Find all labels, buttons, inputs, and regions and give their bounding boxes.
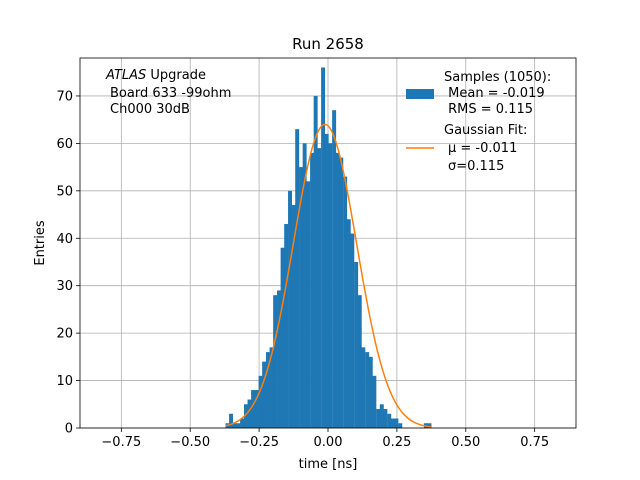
x-tick-label: 0.25 bbox=[382, 435, 411, 450]
annotation-line-3: Ch000 30dB bbox=[110, 102, 190, 117]
y-axis-ticks: 0 10 20 30 40 50 60 70 bbox=[56, 89, 80, 437]
histogram-bar bbox=[390, 418, 395, 428]
legend-fit-line-2: μ = -0.011 bbox=[448, 141, 517, 156]
annotation-line-2: Board 633 -99ohm bbox=[110, 86, 231, 101]
histogram-bar bbox=[427, 423, 432, 428]
x-axis-label: time [ns] bbox=[299, 457, 358, 472]
histogram-bar bbox=[299, 167, 304, 428]
histogram-bar bbox=[258, 375, 263, 428]
legend-histogram-line-1: Samples (1050): bbox=[444, 70, 551, 85]
histogram-bar bbox=[251, 390, 256, 428]
histogram-bar bbox=[306, 181, 311, 428]
histogram-bar bbox=[247, 399, 252, 428]
y-tick-label: 60 bbox=[56, 137, 73, 152]
histogram-bars bbox=[225, 67, 432, 428]
histogram-bar bbox=[357, 295, 362, 428]
chart-title: Run 2658 bbox=[292, 35, 364, 53]
x-tick-label: 0.50 bbox=[451, 435, 480, 450]
histogram-bar bbox=[339, 157, 344, 428]
annotation-line-1: ATLAS Upgrade bbox=[105, 68, 206, 83]
histogram-bar bbox=[280, 247, 285, 428]
legend-histogram-line-3: RMS = 0.115 bbox=[444, 102, 533, 117]
legend-fit-line-3: σ=0.115 bbox=[448, 159, 504, 174]
histogram-bar bbox=[295, 129, 300, 428]
y-tick-label: 50 bbox=[56, 184, 73, 199]
histogram-bar bbox=[313, 95, 318, 428]
upgrade-label: Upgrade bbox=[146, 68, 206, 83]
histogram-bar bbox=[284, 224, 289, 428]
histogram-bar bbox=[266, 352, 270, 428]
histogram-bar bbox=[310, 152, 315, 428]
gaussian-fit-line bbox=[225, 123, 431, 428]
histogram-bar bbox=[229, 413, 234, 428]
histogram-bar bbox=[317, 148, 322, 428]
histogram-bar bbox=[328, 143, 333, 428]
histogram-bar bbox=[394, 418, 399, 428]
histogram-bar bbox=[273, 295, 278, 428]
histogram-bar bbox=[302, 143, 307, 428]
atlas-annotation: ATLAS Upgrade Board 633 -99ohm Ch000 30d… bbox=[105, 68, 231, 117]
y-tick-label: 30 bbox=[56, 279, 73, 294]
x-tick-label: 0.00 bbox=[314, 435, 343, 450]
histogram-bar bbox=[291, 205, 296, 428]
histogram-bar bbox=[236, 423, 241, 428]
histogram-bar bbox=[343, 176, 348, 428]
histogram-bar bbox=[269, 347, 274, 428]
histogram-bar bbox=[277, 290, 281, 428]
histogram-bar bbox=[365, 352, 370, 428]
x-tick-label: 0.75 bbox=[520, 435, 549, 450]
y-tick-label: 20 bbox=[56, 327, 73, 342]
histogram-bar bbox=[346, 219, 351, 428]
histogram-bar bbox=[350, 233, 355, 428]
histogram-bar bbox=[332, 110, 337, 428]
histogram-bar bbox=[254, 390, 259, 428]
y-tick-label: 70 bbox=[56, 89, 73, 104]
y-tick-label: 0 bbox=[65, 422, 73, 437]
y-tick-label: 10 bbox=[56, 374, 73, 389]
atlas-label: ATLAS bbox=[105, 68, 146, 83]
x-tick-label: −0.50 bbox=[170, 435, 210, 450]
histogram-bar bbox=[335, 152, 340, 428]
histogram-bar bbox=[243, 404, 248, 428]
x-axis-ticks: −0.75 −0.50 −0.25 0.00 0.25 0.50 0.75 bbox=[101, 428, 549, 450]
x-tick-label: −0.25 bbox=[239, 435, 279, 450]
histogram-bar bbox=[383, 409, 388, 428]
y-axis-label: Entries bbox=[33, 220, 48, 266]
y-tick-label: 40 bbox=[56, 232, 73, 247]
histogram-bar bbox=[398, 423, 403, 428]
legend-histogram-line-2: Mean = -0.019 bbox=[444, 86, 545, 101]
histogram-bar bbox=[379, 404, 384, 428]
histogram-bar bbox=[387, 413, 392, 428]
histogram-bar bbox=[354, 261, 359, 428]
histogram-bar bbox=[368, 356, 373, 428]
histogram-bar bbox=[288, 190, 293, 428]
histogram-bar bbox=[361, 347, 366, 428]
histogram-bar bbox=[232, 423, 237, 428]
histogram-bar bbox=[324, 133, 329, 428]
legend-fit-line-1: Gaussian Fit: bbox=[444, 123, 527, 138]
histogram-bar bbox=[321, 67, 326, 428]
histogram-bar bbox=[240, 418, 245, 428]
legend: Samples (1050): Mean = -0.019 RMS = 0.11… bbox=[406, 70, 551, 174]
histogram-bar bbox=[376, 409, 381, 428]
histogram-bar bbox=[262, 361, 267, 428]
histogram-bar bbox=[372, 375, 377, 428]
legend-histogram-swatch bbox=[406, 89, 434, 99]
x-tick-label: −0.75 bbox=[101, 435, 141, 450]
